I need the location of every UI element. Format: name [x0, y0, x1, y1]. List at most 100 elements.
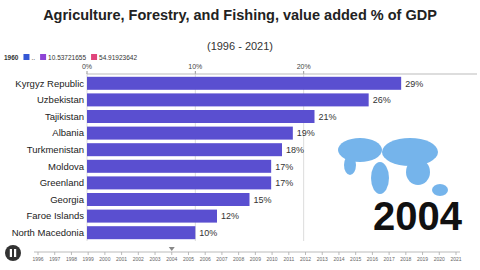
timeline-tick [155, 252, 156, 255]
pause-bar [10, 249, 12, 257]
legend-text: 10.53721655 [48, 54, 86, 61]
timeline-tick [38, 252, 39, 255]
timeline-label: 2003 [149, 256, 160, 262]
timeline-tick [138, 252, 139, 255]
bar [87, 210, 217, 223]
bar [87, 93, 369, 106]
timeline-label: 1999 [83, 256, 94, 262]
timeline-label: 2014 [333, 256, 344, 262]
tick-label: 10% [188, 63, 202, 70]
category-label: North Macedonia [12, 227, 85, 238]
background [0, 0, 480, 270]
data-label: 29% [405, 79, 423, 89]
timeline-tick [238, 252, 239, 255]
timeline-label: 1997 [49, 256, 60, 262]
timeline-label: 2009 [250, 256, 261, 262]
timeline-tick [355, 252, 356, 255]
timeline-tick [338, 252, 339, 255]
timeline-tick [405, 252, 406, 255]
bar [87, 110, 315, 123]
category-label: Tajikistan [45, 111, 84, 122]
map-shape [371, 162, 389, 194]
timeline-label: 1996 [32, 256, 43, 262]
data-label: 17% [275, 162, 293, 172]
category-label: Albania [52, 127, 84, 138]
timeline-pointer [169, 247, 175, 251]
timeline-label: 2017 [384, 256, 395, 262]
category-label: Moldova [48, 161, 85, 172]
title: Agriculture, Forestry, and Fishing, valu… [43, 7, 437, 23]
data-label: 10% [199, 228, 217, 238]
timeline-label: 2012 [300, 256, 311, 262]
data-label: 17% [275, 178, 293, 188]
timeline-label: 2001 [116, 256, 127, 262]
timeline-label: 2010 [267, 256, 278, 262]
timeline-tick [104, 252, 105, 255]
map-shape [382, 138, 438, 166]
legend-text: 54.91923642 [99, 54, 137, 61]
timeline-label: 2007 [216, 256, 227, 262]
legend-swatch [40, 54, 46, 60]
bars [87, 77, 401, 239]
bar [87, 160, 271, 173]
data-label: 19% [297, 128, 315, 138]
timeline-tick [71, 252, 72, 255]
bar [87, 226, 195, 239]
map-shape [344, 155, 356, 175]
bar [87, 143, 282, 156]
category-label: Kyrgyz Republic [15, 78, 84, 89]
pause-button[interactable] [5, 245, 21, 261]
category-label: Faroe Islands [26, 210, 84, 221]
timeline-label: 2020 [434, 256, 445, 262]
data-label: 21% [319, 112, 337, 122]
timeline-label: 1998 [66, 256, 77, 262]
category-label: Turkmenistan [27, 144, 84, 155]
timeline-label: 2004 [166, 256, 177, 262]
timeline-tick [322, 252, 323, 255]
timeline-tick [272, 252, 273, 255]
timeline-label: 2019 [417, 256, 428, 262]
timeline-label: 2021 [450, 256, 461, 262]
data-label: 12% [221, 211, 239, 221]
timeline-label: 2008 [233, 256, 244, 262]
chart: Agriculture, Forestry, and Fishing, valu… [0, 0, 480, 270]
timeline-tick [255, 252, 256, 255]
timeline-label: 2011 [283, 256, 294, 262]
timeline-label: 2013 [317, 256, 328, 262]
timeline-axis [34, 252, 460, 253]
timeline-tick [54, 252, 55, 255]
timeline-tick [389, 252, 390, 255]
timeline-label: 2002 [133, 256, 144, 262]
world-map [338, 138, 448, 196]
timeline-tick [439, 252, 440, 255]
data-label: 15% [254, 195, 272, 205]
bar [87, 127, 293, 140]
category-label: Georgia [50, 194, 85, 205]
category-label: Greenland [40, 177, 84, 188]
timeline-label: 2015 [350, 256, 361, 262]
pause-circle[interactable] [5, 245, 21, 261]
timeline-tick [88, 252, 89, 255]
timeline-label: 2018 [400, 256, 411, 262]
data-label: 26% [373, 95, 391, 105]
timeline-tick [205, 252, 206, 255]
timeline-tick [288, 252, 289, 255]
legend-text: .. [31, 54, 35, 61]
timeline-tick [422, 252, 423, 255]
timeline-label: 2000 [99, 256, 110, 262]
tick-label: 0% [82, 63, 92, 70]
legend-swatch [23, 54, 29, 60]
bar [87, 176, 271, 189]
timeline-tick [121, 252, 122, 255]
timeline-tick [188, 252, 189, 255]
timeline-label: 2005 [183, 256, 194, 262]
timeline-tick [221, 252, 222, 255]
timeline-tick [171, 252, 172, 255]
bar [87, 193, 250, 206]
subtitle: (1996 - 2021) [207, 40, 273, 52]
data-label: 18% [286, 145, 304, 155]
bar [87, 77, 401, 90]
category-label: Uzbekistan [37, 94, 84, 105]
pause-bar [14, 249, 16, 257]
timeline-tick [456, 252, 457, 255]
